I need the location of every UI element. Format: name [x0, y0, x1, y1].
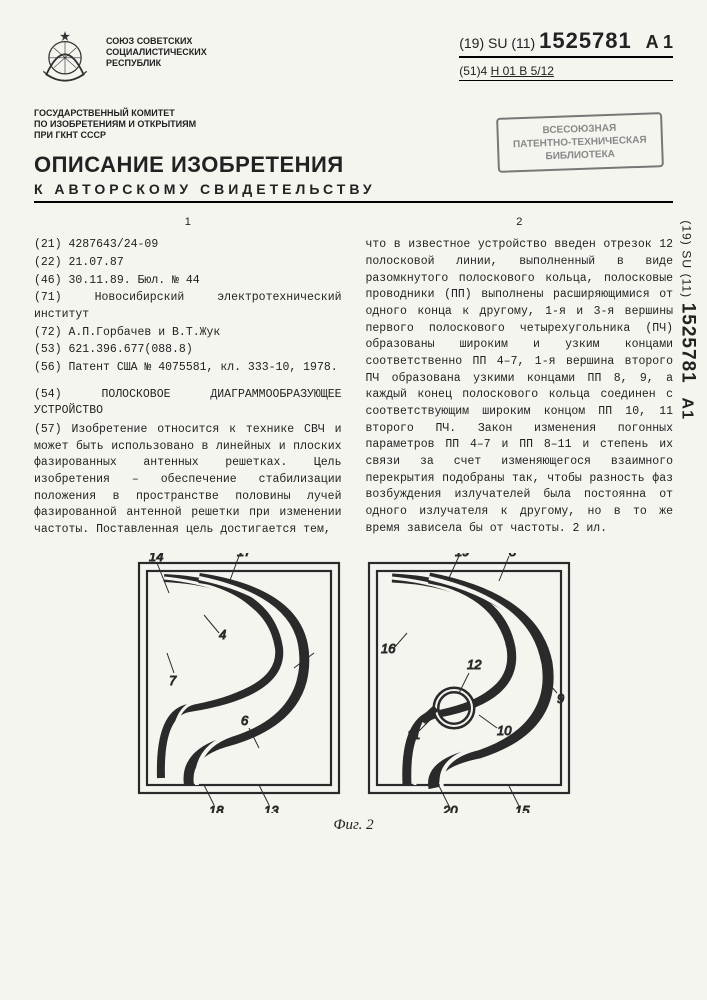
- field-22: (22) 21.07.87: [34, 255, 342, 272]
- committee-label: ГОСУДАРСТВЕННЫЙ КОМИТЕТ ПО ИЗОБРЕТЕНИЯМ …: [34, 108, 234, 140]
- code-19: (19): [459, 35, 484, 51]
- fig-label: 16: [381, 641, 396, 656]
- code-51: (51)4: [459, 64, 487, 78]
- publication-number: 1525781: [539, 28, 632, 53]
- state-emblem-icon: [34, 28, 96, 90]
- spine-kind: A1: [679, 398, 696, 420]
- spine-cc: SU: [680, 250, 694, 269]
- column-right: 2 что в известное устройство введен отре…: [366, 215, 674, 538]
- union-label: СОЮЗ СОВЕТСКИХ СОЦИАЛИСТИЧЕСКИХ РЕСПУБЛИ…: [106, 36, 226, 68]
- fig-label: 11: [407, 727, 421, 742]
- figure-caption: Фиг. 2: [34, 817, 673, 834]
- divider: [34, 201, 673, 203]
- field-71: (71) Новосибирский электротехнический ин…: [34, 290, 342, 323]
- fig-label: 20: [442, 803, 458, 813]
- spine-19: (19): [680, 220, 694, 245]
- fig-label: 5: [297, 669, 305, 684]
- figure: 14 17 4 7 5 6 18 13 19 8 16 12 11 10 9 2…: [34, 553, 673, 834]
- field-53: (53) 621.396.677(088.8): [34, 342, 342, 359]
- spine-label: (19) SU (11) 1525781 A1: [677, 220, 699, 420]
- bibliographic-data: (21) 4287643/24-09 (22) 21.07.87 (46) 30…: [34, 237, 342, 376]
- fig-label: 12: [467, 657, 482, 672]
- abstract-right: что в известное устройство введен отрезо…: [366, 237, 674, 537]
- publication-codes: (19) SU (11) 1525781 A 1 (51)4 H 01 B 5/…: [459, 28, 673, 81]
- field-21: (21) 4287643/24-09: [34, 237, 342, 254]
- library-stamp: ВСЕСОЮЗНАЯ ПАТЕНТНО-ТЕХНИЧЕСКАЯ БИБЛИОТЕ…: [496, 112, 663, 173]
- fig-label: 19: [455, 553, 469, 559]
- code-11: (11): [511, 35, 535, 51]
- field-46: (46) 30.11.89. Бюл. № 44: [34, 273, 342, 290]
- fig-label: 9: [557, 691, 564, 706]
- spine-11: (11): [680, 274, 694, 298]
- fig-label: 17: [237, 553, 252, 559]
- country-code: SU: [488, 35, 507, 51]
- fig-label: 13: [264, 803, 279, 813]
- column-left: 1 (21) 4287643/24-09 (22) 21.07.87 (46) …: [34, 215, 342, 538]
- fig-label: 6: [241, 713, 249, 728]
- spine-number: 1525781: [678, 303, 699, 384]
- document-subtitle: К АВТОРСКОМУ СВИДЕТЕЛЬСТВУ: [34, 181, 673, 197]
- column-number: 1: [34, 215, 342, 231]
- abstract-left: (57) Изобретение относится к технике СВЧ…: [34, 422, 342, 539]
- fig-label: 8: [509, 553, 517, 559]
- field-72: (72) А.П.Горбачев и В.Т.Жук: [34, 325, 342, 342]
- fig-label: 7: [169, 673, 177, 688]
- field-56: (56) Патент США № 4075581, кл. 333-10, 1…: [34, 360, 342, 377]
- text-columns: 1 (21) 4287643/24-09 (22) 21.07.87 (46) …: [34, 215, 673, 538]
- fig-label: 15: [515, 803, 530, 813]
- header: СОЮЗ СОВЕТСКИХ СОЦИАЛИСТИЧЕСКИХ РЕСПУБЛИ…: [34, 28, 673, 90]
- ipc-class: H 01 B 5/12: [491, 64, 554, 78]
- fig-label: 18: [209, 803, 224, 813]
- kind-code: A 1: [646, 32, 673, 52]
- fig-label: 10: [497, 723, 512, 738]
- fig-label: 4: [219, 627, 226, 642]
- invention-title: (54) ПОЛОСКОВОЕ ДИАГРАММООБРАЗУЮЩЕЕ УСТР…: [34, 387, 342, 420]
- column-number: 2: [366, 215, 674, 231]
- figure-2-drawing: 14 17 4 7 5 6 18 13 19 8 16 12 11 10 9 2…: [119, 553, 589, 813]
- fig-label: 14: [149, 553, 163, 564]
